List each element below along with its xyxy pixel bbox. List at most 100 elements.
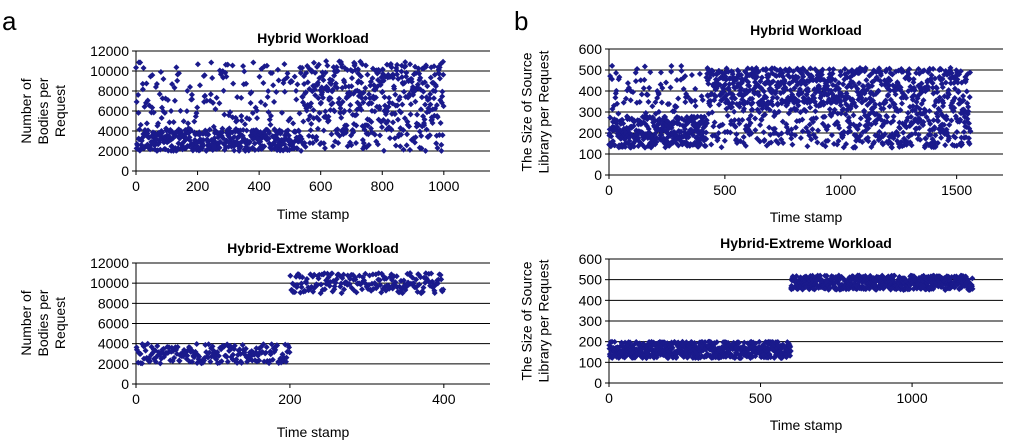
data-point: [622, 95, 629, 102]
data-point: [434, 144, 441, 151]
data-point: [219, 125, 226, 132]
data-point: [371, 108, 378, 115]
data-point: [136, 126, 143, 133]
data-point: [890, 113, 897, 120]
data-point: [196, 82, 203, 89]
data-point: [671, 108, 678, 115]
data-point: [307, 112, 314, 119]
data-point: [261, 143, 268, 150]
data-point: [834, 110, 841, 117]
data-point: [183, 108, 190, 115]
data-point: [749, 106, 756, 113]
data-point: [756, 138, 763, 145]
data-point: [940, 99, 947, 106]
data-point: [144, 340, 151, 347]
data-point: [702, 143, 709, 150]
data-point: [966, 140, 973, 147]
data-point: [403, 131, 410, 138]
data-point: [663, 79, 670, 86]
data-point: [609, 62, 616, 69]
data-point: [887, 77, 894, 84]
chart-b-hybrid-extreme: Hybrid-Extreme Workload 0 100 200 300 400 500 6…: [519, 235, 1003, 433]
data-point: [286, 349, 293, 356]
data-point: [379, 66, 386, 73]
data-point: [886, 82, 893, 89]
data-point: [161, 109, 168, 116]
data-point: [860, 83, 867, 90]
data-point: [741, 105, 748, 112]
data-point: [237, 143, 244, 150]
data-point: [150, 109, 157, 116]
data-point: [320, 77, 327, 84]
data-point: [298, 136, 305, 143]
data-point: [229, 351, 236, 358]
data-point: [133, 64, 140, 71]
data-point: [967, 128, 974, 135]
data-point: [260, 79, 267, 86]
data-point: [807, 65, 814, 72]
data-point: [439, 93, 446, 100]
data-point: [156, 91, 163, 98]
data-point: [374, 141, 381, 148]
data-point: [298, 280, 305, 287]
data-point: [323, 58, 330, 65]
data-point: [140, 65, 147, 72]
y-axis-label-line: Request: [52, 297, 68, 349]
data-point: [841, 129, 848, 136]
data-point: [229, 62, 236, 69]
data-point: [155, 120, 162, 127]
data-point: [238, 359, 245, 366]
data-point: [339, 98, 346, 105]
data-point: [649, 103, 656, 110]
data-point: [191, 354, 198, 361]
data-point: [930, 117, 937, 124]
data-point: [782, 86, 789, 93]
data-point: [376, 132, 383, 139]
data-point: [227, 109, 234, 116]
data-point: [673, 103, 680, 110]
data-point: [840, 106, 847, 113]
data-point: [399, 290, 406, 297]
data-point: [191, 118, 198, 125]
y-axis-label-line: Request: [52, 85, 68, 137]
data-point: [418, 94, 425, 101]
data-point: [360, 89, 367, 96]
data-point: [153, 81, 160, 88]
data-point: [719, 121, 726, 128]
data-point: [869, 82, 876, 89]
data-point: [826, 66, 833, 73]
data-point: [823, 272, 830, 279]
data-point: [365, 141, 372, 148]
data-point: [427, 74, 434, 81]
data-point: [400, 146, 407, 153]
data-point: [703, 129, 710, 136]
data-point: [611, 338, 618, 345]
data-point: [287, 272, 294, 279]
data-point: [329, 77, 336, 84]
x-tick-label: 800: [371, 178, 395, 194]
data-point: [148, 145, 155, 152]
data-point: [283, 354, 290, 361]
data-point: [640, 85, 647, 92]
data-point: [274, 342, 281, 349]
data-point: [908, 142, 915, 149]
data-point: [729, 99, 736, 106]
data-point: [397, 143, 404, 150]
data-point: [215, 352, 222, 359]
data-point: [837, 102, 844, 109]
data-point: [328, 270, 335, 277]
data-point: [963, 88, 970, 95]
data-point: [184, 87, 191, 94]
data-point: [242, 345, 249, 352]
data-point: [969, 285, 976, 292]
data-point: [742, 142, 749, 149]
data-point: [433, 102, 440, 109]
data-point: [703, 120, 710, 127]
y-tick-label: 12000: [90, 43, 129, 59]
data-point: [185, 120, 192, 127]
data-point: [218, 358, 225, 365]
data-point: [308, 100, 315, 107]
y-tick-label: 400: [579, 292, 603, 308]
y-tick-label: 600: [579, 41, 603, 57]
chart-title: Hybrid-Extreme Workload: [227, 240, 399, 256]
